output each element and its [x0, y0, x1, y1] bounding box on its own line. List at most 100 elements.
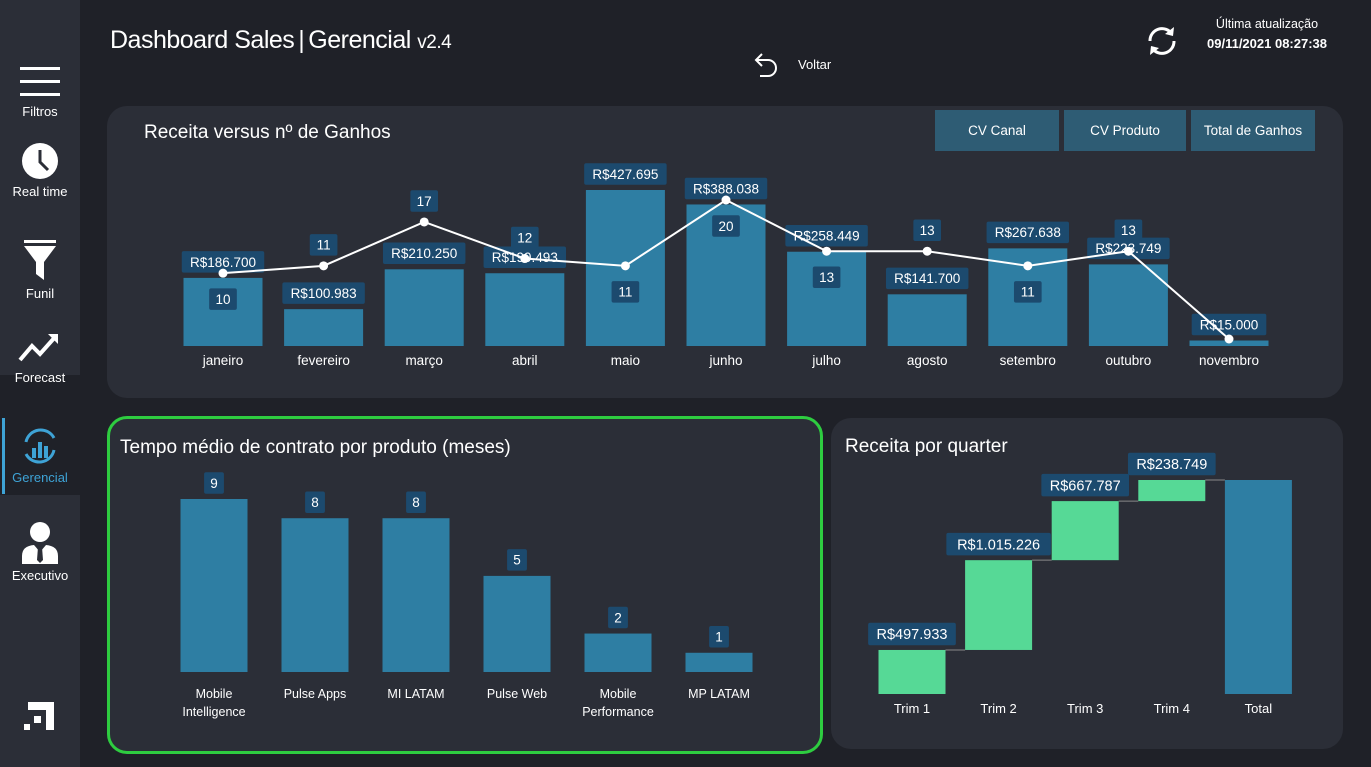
wins-point	[620, 261, 630, 271]
trend-icon	[18, 334, 58, 362]
revenue-chart-title: Receita versus nº de Ganhos	[144, 122, 391, 143]
refresh-icon	[1148, 27, 1176, 55]
wins-data-label: 12	[517, 230, 532, 245]
quarter-data-label: R$667.787	[1050, 478, 1121, 494]
revenue-bar	[887, 294, 967, 346]
revenue-data-label-bg	[181, 251, 265, 273]
wins-point	[922, 246, 932, 256]
revenue-data-label-bg	[1191, 313, 1267, 336]
quarter-tick-label: Trim 1	[894, 701, 930, 716]
sidebar-item-label: Funil	[25, 286, 55, 301]
wins-data-label: 11	[618, 285, 632, 300]
wins-data-label-bg	[209, 288, 237, 310]
sidebar-item-label: Executivo	[11, 568, 69, 583]
product-tick-label: MI LATAM	[387, 687, 444, 701]
wins-point	[1023, 261, 1033, 271]
contract-data-label: 2	[614, 610, 622, 625]
revenue-data-label-bg	[986, 221, 1070, 244]
title-main: Dashboard Sales	[110, 26, 295, 54]
revenue-bar	[485, 273, 565, 346]
menu-icon	[20, 67, 60, 96]
quarter-data-label: R$238.749	[1136, 457, 1207, 473]
brand-logo-icon	[24, 702, 54, 730]
wins-data-label-bg	[712, 215, 740, 237]
month-tick-label: novembro	[1199, 353, 1259, 368]
wins-point	[319, 261, 329, 271]
wins-data-label: 13	[920, 223, 935, 238]
refresh-button[interactable]	[1145, 24, 1179, 63]
sidebar-item-label: Filtros	[22, 104, 58, 119]
cv-canal-button[interactable]: CV Canal	[935, 110, 1059, 151]
funnel-icon	[24, 240, 56, 280]
undo-arrow-icon	[754, 53, 777, 77]
quarter-data-label-bg	[946, 532, 1051, 556]
last-update: Última atualização 09/11/2021 08:27:38	[1200, 17, 1334, 51]
wins-data-label-bg	[1013, 281, 1042, 303]
sidebar-item-funil[interactable]: Funil	[0, 238, 80, 301]
quarter-tick-label: Total	[1245, 701, 1273, 716]
revenue-data-label-bg	[885, 267, 969, 290]
product-tick-label: Pulse Web	[487, 687, 547, 701]
waterfall-bar	[965, 560, 1033, 650]
wins-data-label-bg	[410, 190, 439, 212]
product-tick-label: Intelligence	[182, 705, 245, 719]
month-tick-label: março	[405, 353, 443, 368]
quarter-tick-label: Trim 2	[980, 701, 1016, 716]
wins-data-label: 11	[317, 238, 331, 253]
revenue-data-label: R$186.700	[190, 255, 256, 270]
revenue-data-label: R$258.449	[794, 229, 860, 244]
waterfall-bar	[1138, 480, 1206, 502]
sidebar-item-label: Real time	[12, 184, 68, 199]
revenue-data-label-bg	[282, 282, 365, 304]
contract-data-label: 5	[513, 553, 521, 568]
back-label: Voltar	[798, 56, 832, 72]
sidebar-item-forecast[interactable]: Forecast	[0, 328, 80, 385]
month-tick-label: abril	[512, 353, 538, 368]
wins-point	[1123, 246, 1133, 256]
revenue-bar	[1088, 264, 1168, 346]
revenue-bar	[384, 269, 464, 346]
month-tick-label: janeiro	[202, 353, 244, 368]
contract-data-label: 8	[412, 495, 420, 510]
active-indicator	[2, 418, 5, 494]
revenue-bar	[284, 309, 364, 346]
back-button[interactable]: Voltar	[752, 50, 831, 78]
contract-bar	[180, 499, 248, 672]
gerencial-icon	[24, 428, 56, 464]
month-tick-label: agosto	[907, 353, 948, 368]
month-tick-label: setembro	[1000, 353, 1056, 368]
contract-data-label-bg	[204, 472, 224, 494]
quarter-tick-label: Trim 4	[1154, 701, 1190, 716]
total-ganhos-button[interactable]: Total de Ganhos	[1191, 110, 1315, 151]
wins-data-label: 17	[417, 194, 432, 209]
quarter-data-label-bg	[1041, 473, 1130, 497]
revenue-data-label-bg	[584, 163, 667, 185]
wins-data-label: 13	[819, 270, 834, 285]
waterfall-bar	[878, 649, 946, 694]
waterfall-bar	[1051, 501, 1119, 561]
wins-point	[218, 268, 228, 278]
wins-point	[721, 195, 731, 205]
month-tick-label: junho	[708, 353, 742, 368]
title-sub: Gerencial	[308, 26, 411, 54]
contract-bar	[382, 518, 450, 672]
wins-data-label-bg	[309, 234, 338, 256]
contract-bar	[685, 652, 753, 672]
executive-icon	[22, 522, 58, 564]
revenue-data-label: R$15.000	[1200, 317, 1259, 332]
revenue-data-label: R$388.038	[693, 181, 759, 196]
sidebar-item-realtime[interactable]: Real time	[0, 142, 80, 199]
contract-data-label: 8	[311, 495, 319, 510]
contract-data-label-bg	[507, 549, 527, 571]
sidebar-item-gerencial[interactable]: Gerencial	[0, 418, 80, 494]
wins-data-label-bg	[913, 219, 942, 241]
sidebar-item-executivo[interactable]: Executivo	[0, 520, 80, 583]
wins-point	[419, 217, 429, 227]
wins-data-label: 10	[215, 292, 230, 307]
wins-data-label: 13	[1121, 223, 1136, 238]
sidebar-item-filtros[interactable]: Filtros	[0, 64, 80, 119]
cv-produto-button[interactable]: CV Produto	[1064, 110, 1186, 151]
revenue-chart: janeiro fevereiro março abril maio junho julho…	[181, 163, 1269, 368]
contract-bar	[483, 575, 551, 672]
